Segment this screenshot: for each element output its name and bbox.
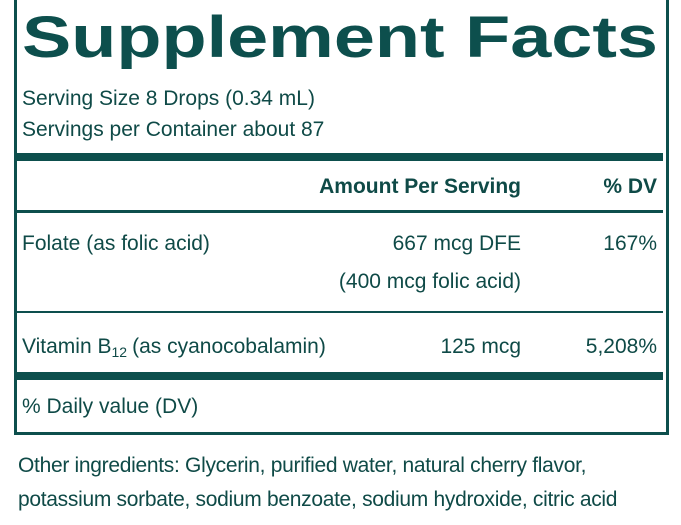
nutrient-name: Vitamin B12 (as cyanocobalamin)	[22, 335, 326, 359]
amount: (400 mcg folic acid)	[338, 270, 521, 293]
header-dv: % DV	[603, 175, 657, 198]
name-part: Vitamin B	[22, 335, 112, 358]
rule	[17, 311, 663, 313]
label-border	[14, 0, 669, 435]
servings-per-container: Servings per Container about 87	[22, 118, 325, 141]
title-svg: Supplement Facts	[22, 5, 658, 70]
other-ingredients: potassium sorbate, sodium benzoate, sodi…	[18, 488, 618, 511]
title: Supplement Facts	[22, 5, 658, 70]
daily-value: 167%	[603, 232, 657, 255]
daily-value: 5,208%	[585, 335, 657, 358]
thick-rule	[17, 372, 663, 380]
header-amount: Amount Per Serving	[319, 175, 521, 198]
subscript: 12	[111, 344, 128, 360]
amount: 125 mcg	[440, 335, 521, 358]
nutrient-name: Folate (as folic acid)	[22, 232, 210, 255]
other-ingredients: Other ingredients: Glycerin, purified wa…	[18, 454, 587, 477]
amount: 667 mcg DFE	[392, 232, 521, 255]
name-part: (as cyanocobalamin)	[132, 335, 326, 358]
thick-rule	[17, 153, 663, 161]
footnote: % Daily value (DV)	[22, 395, 199, 418]
serving-size: Serving Size 8 Drops (0.34 mL)	[22, 87, 315, 110]
rule	[17, 210, 663, 213]
